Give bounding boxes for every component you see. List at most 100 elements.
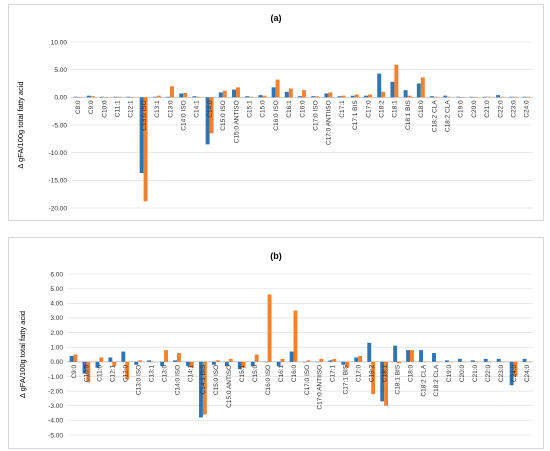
bar bbox=[328, 92, 333, 98]
y-tick-label: -2.00 bbox=[48, 388, 63, 395]
bar bbox=[237, 361, 242, 370]
bar bbox=[99, 357, 104, 362]
bar bbox=[420, 77, 425, 98]
y-tick-label: 6.00 bbox=[50, 271, 63, 278]
bar bbox=[341, 95, 346, 98]
bar bbox=[280, 358, 285, 362]
category-label: C15:1 bbox=[247, 100, 254, 118]
category-label: C13:1 bbox=[148, 364, 155, 382]
bar bbox=[443, 95, 448, 98]
category-label: C18:2 CLA bbox=[420, 364, 427, 396]
bar bbox=[324, 93, 329, 98]
bar bbox=[390, 81, 395, 98]
chart-panel-a: (a) Δ gFA/100g total fatty acid 10.00 5.00 0… bbox=[8, 4, 544, 221]
category-label: C23:0 bbox=[511, 100, 518, 118]
chart-b: (b) Δ gFA/100g total fatty acid 6.00 5.00 4.… bbox=[18, 251, 533, 439]
category-label: C14:0 ISO bbox=[174, 365, 181, 395]
category-label: C16:0 bbox=[291, 364, 298, 382]
bar bbox=[377, 73, 382, 98]
bar bbox=[456, 96, 461, 98]
bar bbox=[125, 361, 130, 380]
category-label: C18:1 bbox=[392, 100, 399, 118]
category-label: C19:0 bbox=[446, 364, 453, 382]
category-label: C12:1 bbox=[128, 100, 135, 118]
bar bbox=[394, 64, 399, 98]
bar bbox=[211, 361, 216, 365]
bar bbox=[100, 96, 104, 98]
bar bbox=[276, 361, 281, 367]
bar bbox=[311, 96, 316, 98]
bar bbox=[126, 96, 131, 98]
bar bbox=[152, 96, 157, 98]
category-label: C17:0 ISO bbox=[304, 365, 311, 395]
bar bbox=[228, 358, 233, 362]
category-label: C16:1 bbox=[278, 364, 285, 382]
bar bbox=[381, 91, 386, 98]
bar bbox=[293, 310, 298, 362]
category-label: C17:0 ISO bbox=[313, 100, 320, 130]
bar bbox=[288, 88, 293, 98]
category-label: C17:0 bbox=[356, 364, 363, 382]
bar bbox=[156, 95, 161, 98]
bar bbox=[241, 361, 246, 368]
bar bbox=[509, 361, 514, 386]
bar bbox=[470, 360, 475, 362]
category-label: C9:0 bbox=[88, 100, 95, 114]
bar bbox=[170, 86, 174, 98]
y-tick-label: 2.00 bbox=[50, 330, 63, 337]
bar bbox=[337, 96, 342, 98]
bar bbox=[69, 355, 74, 362]
bar bbox=[328, 360, 333, 362]
bar bbox=[121, 351, 126, 362]
category-label: C22:0 bbox=[485, 364, 492, 382]
bar bbox=[364, 95, 368, 98]
category-label: C15:0 ANTISO bbox=[226, 365, 233, 408]
bar bbox=[139, 97, 144, 174]
bar bbox=[73, 354, 78, 362]
y-tick-label: -1.00 bbox=[48, 374, 63, 381]
bar bbox=[183, 92, 188, 98]
bar bbox=[350, 95, 355, 98]
bar bbox=[179, 93, 184, 98]
bar bbox=[306, 360, 311, 362]
category-label: C16:0 ISO bbox=[265, 365, 272, 395]
bar bbox=[302, 90, 306, 98]
bar bbox=[403, 90, 408, 98]
category-label: C18:2 CLA bbox=[431, 100, 438, 132]
category-label: C17:0 ANTIISO bbox=[326, 100, 333, 145]
bar bbox=[522, 358, 527, 362]
category-label: C8:0 bbox=[75, 100, 82, 114]
bar bbox=[250, 361, 255, 367]
bar bbox=[271, 87, 276, 98]
bar bbox=[108, 357, 113, 362]
category-label: C13:0 ISO bbox=[141, 100, 148, 130]
y-tick-label: -10.00 bbox=[49, 150, 68, 157]
bar bbox=[345, 361, 350, 368]
bar bbox=[192, 96, 197, 98]
category-label: C15:0 bbox=[252, 364, 259, 382]
bar bbox=[522, 96, 527, 98]
category-label: C21:0 bbox=[484, 100, 491, 118]
bar bbox=[112, 361, 117, 367]
category-label: C24:0 bbox=[524, 100, 531, 118]
y-tick-label: 0.00 bbox=[50, 359, 63, 366]
category-label: C18:1 BIS bbox=[405, 100, 412, 130]
category-label: C16:0 ISO bbox=[273, 100, 280, 130]
y-tick-label: -5.00 bbox=[52, 122, 67, 129]
bar bbox=[164, 350, 168, 362]
bar bbox=[419, 350, 423, 362]
category-label: C19:0 bbox=[458, 100, 465, 118]
category-label: C24:0 bbox=[524, 364, 531, 382]
bar bbox=[254, 354, 259, 362]
category-label: C14:0 ISO bbox=[181, 100, 188, 130]
bar bbox=[407, 95, 412, 98]
category-label: C14:1 bbox=[194, 100, 201, 118]
category-label: C18:2 CLA bbox=[445, 100, 452, 132]
category-label: C12:1 bbox=[110, 364, 117, 382]
category-label: C13:0 ISO bbox=[135, 365, 142, 395]
bar bbox=[173, 360, 178, 362]
category-label: C18:0 bbox=[418, 100, 425, 118]
category-label: C18:1 bbox=[381, 364, 388, 382]
bar bbox=[406, 350, 411, 362]
bar bbox=[196, 96, 201, 98]
